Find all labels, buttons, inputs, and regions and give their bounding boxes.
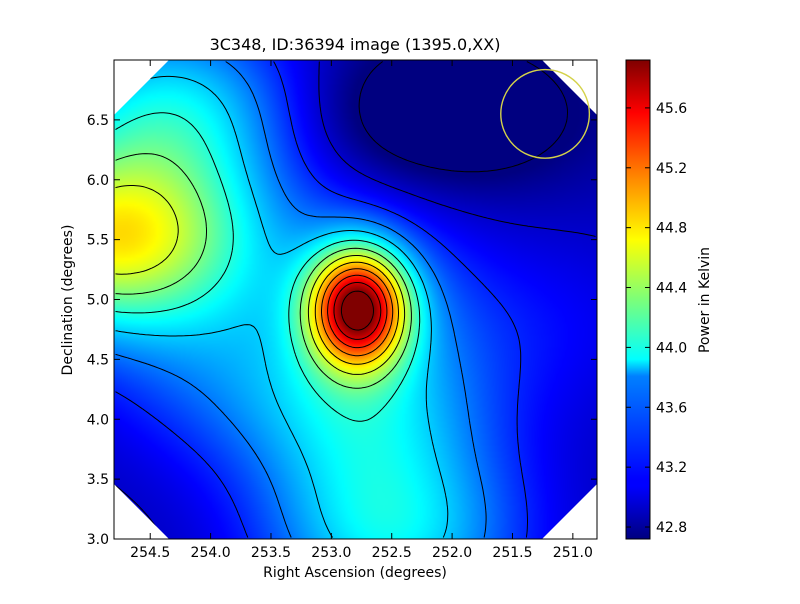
contour-line bbox=[115, 61, 596, 538]
contour-line bbox=[115, 112, 421, 422]
x-tick-label: 252.0 bbox=[432, 545, 472, 561]
colorbar-tick-label: 43.6 bbox=[656, 400, 687, 416]
x-tick-label: 254.0 bbox=[191, 545, 231, 561]
contour-line bbox=[327, 274, 388, 349]
plot-area bbox=[113, 59, 598, 540]
contour-line bbox=[115, 61, 528, 538]
contour-line bbox=[333, 282, 382, 340]
y-tick-label: 4.5 bbox=[87, 352, 109, 368]
contour-line bbox=[321, 268, 394, 357]
x-tick-label: 254.5 bbox=[130, 545, 170, 561]
y-tick-label: 5.0 bbox=[87, 293, 109, 309]
colorbar-tick-label: 44.0 bbox=[656, 340, 687, 356]
y-tick-label: 3.5 bbox=[87, 472, 109, 488]
colorbar-tick-label: 43.2 bbox=[656, 460, 687, 476]
y-axis-label: Declination (degrees) bbox=[60, 225, 76, 376]
colorbar-ticks: 42.8 43.2 43.6 44.0 44.4 44.8 45.2 45.6 bbox=[626, 101, 687, 536]
x-tick-label: 251.0 bbox=[553, 545, 593, 561]
x-tick-label: 253.0 bbox=[311, 545, 351, 561]
y-axis: 3.0 3.5 4.0 4.5 5.0 5.5 6.0 6.5 bbox=[87, 113, 597, 548]
y-tick-label: 6.5 bbox=[87, 113, 109, 129]
heatmap-image bbox=[114, 60, 597, 539]
colorbar-tick-label: 45.6 bbox=[656, 101, 687, 117]
contour-line bbox=[115, 61, 487, 538]
colorbar-gradient bbox=[626, 60, 650, 539]
contour-line bbox=[340, 290, 374, 331]
y-tick-label: 6.0 bbox=[87, 173, 109, 189]
colorbar-tick-label: 45.2 bbox=[656, 161, 687, 177]
x-tick-label: 251.5 bbox=[492, 545, 532, 561]
x-tick-label: 253.5 bbox=[251, 545, 291, 561]
contour-line bbox=[115, 185, 406, 375]
x-axis-label: Right Ascension (degrees) bbox=[263, 565, 447, 581]
colorbar-tick-label: 44.8 bbox=[656, 221, 687, 237]
y-tick-label: 5.5 bbox=[87, 233, 109, 249]
colorbar-tick-label: 44.4 bbox=[656, 281, 687, 297]
chart-title: 3C348, ID:36394 image (1395.0,XX) bbox=[210, 35, 501, 54]
contour-line bbox=[358, 61, 568, 173]
colorbar: 42.8 43.2 43.6 44.0 44.4 44.8 45.2 45.6 Power i… bbox=[625, 59, 713, 540]
beam-circle bbox=[500, 68, 591, 159]
colorbar-frame bbox=[625, 59, 651, 540]
y-tick-label: 3.0 bbox=[87, 532, 109, 548]
y-tick-label: 4.0 bbox=[87, 412, 109, 428]
contour-line bbox=[115, 75, 449, 538]
x-axis: 254.5 254.0 253.5 253.0 252.5 252.0 251.5 251.0 bbox=[130, 60, 593, 561]
contour-lines bbox=[115, 61, 596, 538]
colorbar-label: Power in Kelvin bbox=[697, 247, 713, 353]
colorbar-tick-label: 42.8 bbox=[656, 520, 687, 536]
x-tick-label: 252.5 bbox=[372, 545, 412, 561]
contour-line bbox=[314, 261, 399, 365]
contour-line bbox=[115, 153, 412, 389]
